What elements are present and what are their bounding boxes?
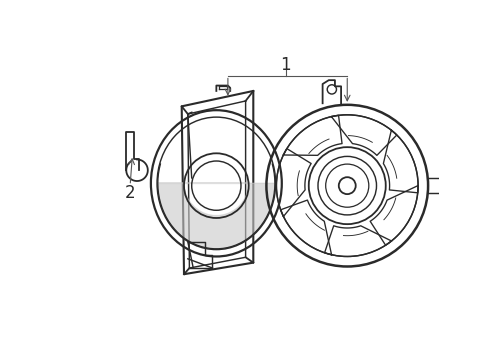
Text: 2: 2 <box>124 184 135 202</box>
Polygon shape <box>158 183 274 249</box>
Text: 1: 1 <box>280 56 290 74</box>
